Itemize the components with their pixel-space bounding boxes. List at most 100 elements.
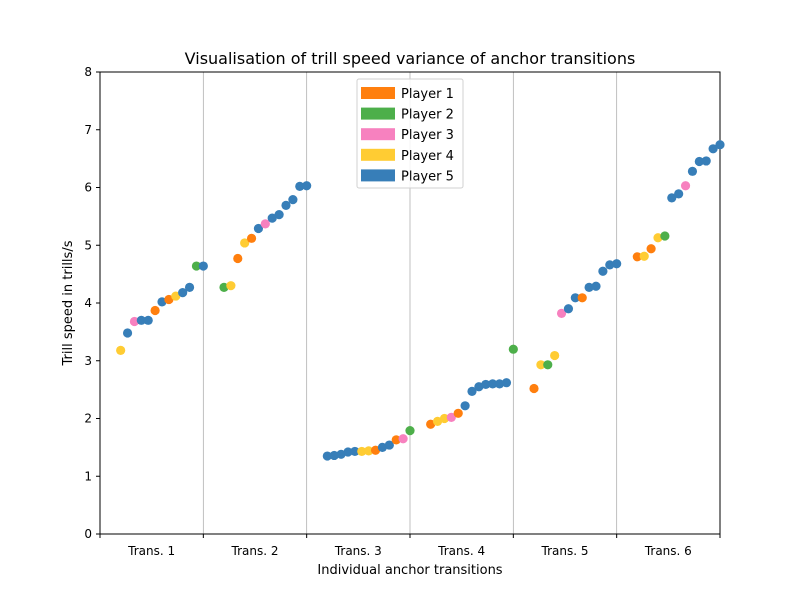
- legend-entry-label: Player 3: [401, 128, 454, 143]
- data-point: [481, 379, 491, 390]
- data-point: [632, 252, 642, 262]
- x-tick-label: Trans. 2: [231, 544, 279, 558]
- data-point: [694, 156, 704, 167]
- data-point: [605, 260, 615, 270]
- data-point: [150, 305, 160, 316]
- data-point: [191, 261, 202, 271]
- x-tick-label: Trans. 3: [334, 544, 382, 558]
- data-point: [460, 401, 470, 411]
- data-point: [536, 360, 546, 370]
- y-tick-label: 2: [84, 412, 92, 426]
- data-point: [233, 253, 243, 264]
- data-point: [426, 419, 436, 429]
- data-point: [543, 360, 553, 370]
- data-point: [674, 189, 684, 199]
- legend-swatch: [361, 169, 395, 182]
- legend-entry-label: Player 2: [401, 108, 454, 123]
- data-point: [253, 223, 264, 234]
- x-axis-title: Individual anchor transitions: [317, 563, 502, 578]
- data-point: [122, 328, 133, 338]
- legend-entry-label: Player 1: [401, 87, 454, 102]
- data-point: [116, 345, 126, 355]
- legend-swatch: [361, 87, 395, 99]
- data-point: [405, 426, 415, 436]
- data-point: [143, 315, 153, 325]
- legend-entry-label: Player 4: [401, 149, 454, 164]
- data-point: [563, 304, 574, 314]
- x-tick-label: Trans. 1: [127, 544, 175, 558]
- data-point: [715, 140, 725, 150]
- data-point: [494, 379, 505, 389]
- y-tick-label: 3: [84, 354, 92, 368]
- data-point: [598, 266, 608, 276]
- data-point: [343, 447, 353, 457]
- data-point: [439, 413, 450, 424]
- data-point: [556, 308, 567, 318]
- data-point: [267, 213, 277, 223]
- legend-swatch: [361, 107, 395, 120]
- data-point: [370, 445, 381, 455]
- data-point: [171, 291, 181, 301]
- data-point: [226, 281, 236, 291]
- data-point: [184, 282, 195, 293]
- y-axis-title: Trill speed in trills/s: [61, 240, 76, 366]
- y-tick-label: 5: [84, 238, 92, 252]
- data-point: [639, 251, 649, 261]
- data-point: [529, 383, 539, 394]
- data-point: [501, 378, 512, 388]
- data-point: [164, 294, 174, 305]
- data-point: [357, 446, 367, 457]
- data-point: [550, 350, 560, 361]
- data-point: [274, 210, 284, 220]
- data-point: [612, 259, 622, 269]
- data-point: [577, 293, 587, 303]
- data-point: [453, 408, 463, 418]
- x-tick-label: Trans. 4: [437, 544, 485, 558]
- data-point: [591, 281, 601, 291]
- y-tick-label: 4: [84, 296, 92, 310]
- y-tick-label: 0: [84, 527, 92, 541]
- y-tick-label: 7: [84, 123, 92, 137]
- y-tick-label: 6: [84, 181, 92, 195]
- data-point: [295, 181, 305, 191]
- x-tick-label: Trans. 6: [644, 544, 692, 558]
- legend: Player 1 Player 2 Player 3 Player 4 Player 5: [356, 78, 464, 189]
- legend-swatch: [361, 148, 395, 161]
- data-point: [660, 231, 670, 241]
- data-point: [219, 282, 229, 293]
- data-point: [240, 238, 250, 248]
- data-point: [136, 315, 146, 325]
- data-point: [260, 219, 270, 229]
- data-point: [570, 293, 580, 303]
- data-point: [129, 316, 140, 327]
- data-point: [302, 181, 312, 191]
- chart-title: Visualisation of trill speed variance of…: [185, 49, 636, 68]
- data-point: [288, 195, 298, 205]
- data-point: [198, 261, 208, 271]
- data-point: [687, 166, 698, 176]
- data-point: [178, 288, 188, 298]
- data-point: [322, 451, 332, 461]
- x-tick-label: Trans. 5: [541, 544, 589, 558]
- data-point: [646, 244, 656, 254]
- data-point: [667, 193, 677, 203]
- data-point: [680, 181, 691, 191]
- data-point: [701, 156, 711, 166]
- data-point: [329, 450, 339, 461]
- data-point: [488, 379, 498, 389]
- legend-swatch: [361, 128, 395, 141]
- y-tick-label: 8: [84, 65, 92, 79]
- data-point: [281, 200, 291, 211]
- data-point: [446, 412, 456, 422]
- data-point: [708, 144, 718, 154]
- data-point: [432, 416, 443, 426]
- y-tick-label: 1: [84, 469, 92, 483]
- plot-area: 0 1 2 3 4 5 6 7 8 Trans. 1 Trans. 2 Trans. 3 Trans. …: [84, 65, 725, 558]
- data-point: [653, 233, 663, 243]
- data-point: [508, 344, 518, 354]
- data-point: [584, 282, 594, 293]
- data-point: [467, 386, 477, 396]
- data-point: [246, 233, 257, 243]
- data-point: [350, 446, 360, 457]
